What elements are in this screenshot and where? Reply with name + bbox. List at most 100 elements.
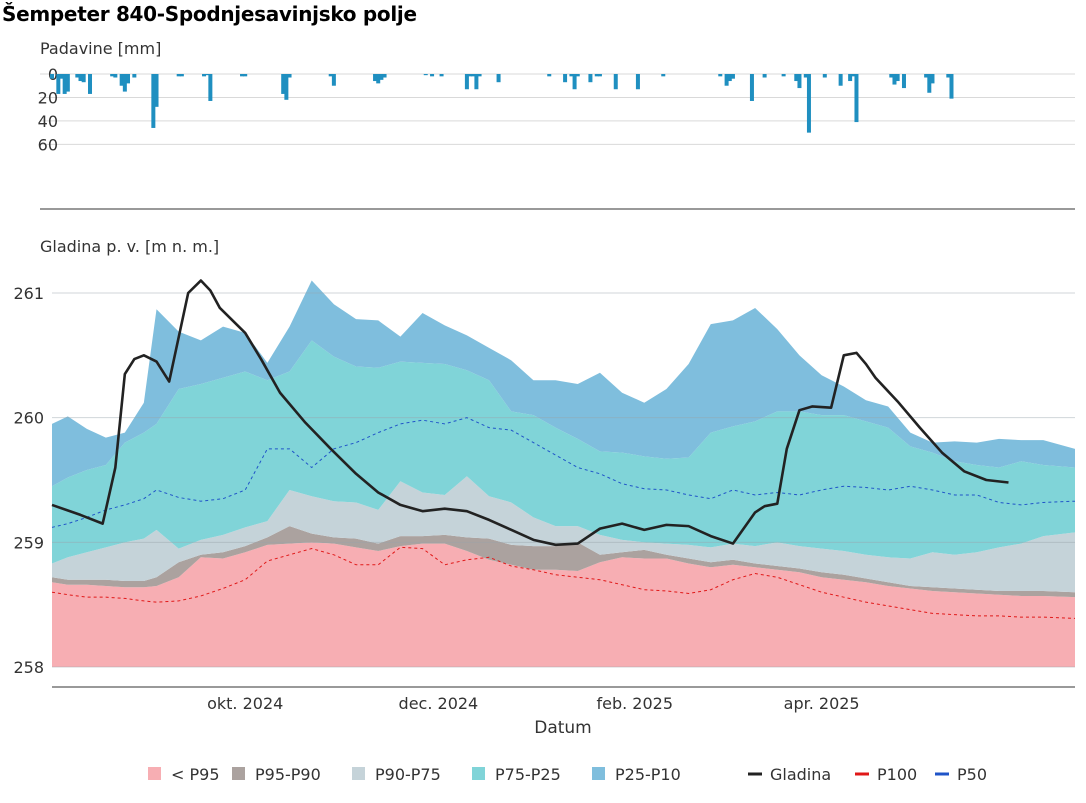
level-tick-label: 260 [13, 409, 44, 428]
level-tick-label: 258 [13, 658, 44, 677]
precip-bar [88, 74, 93, 94]
precip-bar [927, 74, 932, 93]
precip-bar [284, 74, 289, 100]
chart-title: Šempeter 840-Spodnjesavinjsko polje [2, 2, 417, 26]
legend-swatch [472, 767, 485, 780]
precip-bar [892, 74, 897, 85]
precip-bar [240, 74, 245, 77]
precip-bar [379, 74, 384, 80]
precip-bar [569, 74, 574, 77]
precip-bar [179, 74, 184, 77]
precip-bar [924, 74, 929, 78]
x-axis-title: Datum [534, 718, 592, 738]
precip-bar [588, 74, 593, 83]
legend-label: P25-P10 [615, 765, 681, 784]
legend: < P95 P95-P90 P90-P75 P75-P25 P25-P10 Gladina… [148, 765, 987, 784]
precip-bar [547, 74, 552, 77]
precip-bar [468, 74, 473, 77]
precip-bar [430, 74, 435, 77]
precip-bar [797, 74, 802, 89]
precip-bar [803, 74, 808, 78]
x-tick-label: dec. 2024 [399, 694, 479, 713]
precip-bar [572, 74, 577, 90]
series-line-p50 [51, 417, 1076, 528]
precip-axis-title: Padavine [mm] [40, 39, 161, 58]
precip-bar [563, 74, 568, 83]
precip-bar [838, 74, 843, 86]
precip-bar [889, 74, 894, 78]
band-2 [52, 526, 1075, 598]
precip-bar [635, 74, 640, 90]
band-1 [52, 542, 1075, 667]
level-tick-label: 259 [13, 533, 44, 552]
legend-swatch [148, 767, 161, 780]
precip-bar [154, 74, 159, 107]
precip-bar [930, 74, 935, 84]
precip-bar [471, 74, 476, 77]
precip-bar [597, 74, 602, 77]
legend-label: P50 [957, 765, 987, 784]
precip-bar [122, 74, 127, 92]
precip-bar [439, 74, 444, 77]
precip-bar [132, 74, 137, 78]
precip-bar [50, 74, 54, 79]
precip-bar [496, 74, 501, 83]
precip-bar [854, 74, 859, 123]
precip-bar [464, 74, 469, 90]
precip-bar [65, 74, 70, 92]
precip-bar [328, 74, 333, 77]
precip-bar [477, 74, 482, 77]
precip-bar [474, 74, 479, 90]
precip-tick-label: 60 [38, 135, 58, 154]
precip-bar [423, 74, 428, 76]
precip-bar [848, 74, 853, 82]
legend-swatch [592, 767, 605, 780]
precip-bar [208, 74, 213, 101]
precip-bar [575, 74, 580, 77]
precip-bar [113, 74, 118, 78]
legend-swatch [232, 767, 245, 780]
band-3 [52, 476, 1075, 593]
precip-bar [851, 74, 856, 77]
precip-bar [749, 74, 754, 101]
precip-bar [901, 74, 906, 89]
band-4 [52, 340, 1075, 564]
precip-tick-label: 40 [38, 112, 58, 131]
precip-tick-label: 20 [38, 88, 58, 107]
precip-bar [202, 74, 207, 77]
precip-bar [594, 74, 599, 77]
precip-bar [56, 74, 61, 94]
precip-bar [794, 74, 799, 82]
precip-bar [287, 74, 292, 78]
x-tick-label: feb. 2025 [596, 694, 673, 713]
precip-bar [243, 74, 248, 77]
precip-bar [661, 74, 666, 77]
precip-bar [895, 74, 900, 82]
series-line-p100 [51, 546, 1076, 619]
precip-bar [727, 74, 732, 82]
precipitation-panel: Padavine [mm]0204060 [38, 39, 1075, 210]
level-tick-label: 261 [13, 284, 44, 303]
precip-bar [78, 74, 83, 82]
precip-bar [151, 74, 156, 128]
series-line-gladina [51, 279, 1009, 547]
precip-bar [75, 74, 80, 78]
legend-label: P75-P25 [495, 765, 561, 784]
precip-bar [781, 74, 786, 77]
band-5 [52, 280, 1075, 487]
precip-bar [730, 74, 735, 79]
precip-bar [822, 74, 827, 78]
precip-bar [59, 74, 64, 79]
precip-bar [613, 74, 618, 90]
legend-label: P90-P75 [375, 765, 441, 784]
precip-bar [373, 74, 378, 82]
precip-bar [110, 74, 115, 77]
precip-bar [718, 74, 723, 77]
precip-bar [62, 74, 67, 94]
legend-label: Gladina [770, 765, 831, 784]
precip-bar [376, 74, 381, 84]
precip-bar [176, 74, 181, 77]
legend-label: < P95 [171, 765, 220, 784]
x-tick-label: apr. 2025 [784, 694, 860, 713]
